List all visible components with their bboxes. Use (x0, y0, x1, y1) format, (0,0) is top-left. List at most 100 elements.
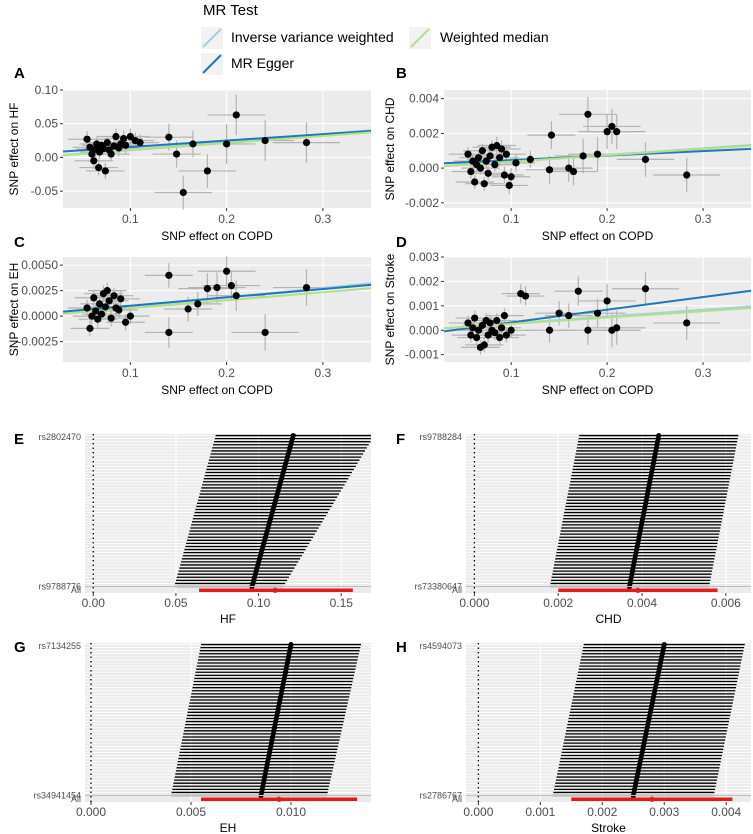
y-axis-title: SNP effect on Stroke (383, 253, 397, 365)
data-point (476, 164, 485, 172)
x-axis-title: Stroke (591, 821, 626, 834)
y-tick-label: -0.002 (405, 196, 439, 210)
y-label-snp: rs4594073 (419, 641, 462, 651)
data-point (107, 150, 115, 158)
data-point (471, 178, 479, 186)
data-point (505, 181, 513, 190)
data-point (302, 138, 311, 147)
x-tick-label: 0.3 (695, 212, 712, 226)
data-point (126, 312, 134, 320)
data-point (261, 136, 269, 145)
data-point (184, 305, 192, 313)
x-axis-title: HF (220, 612, 236, 626)
x-tick-label: 0.1 (503, 212, 520, 226)
y-tick-label: 0.0025 (21, 284, 58, 298)
data-point (117, 295, 125, 303)
data-point (464, 319, 472, 327)
data-point (473, 333, 481, 342)
panel-label: C (14, 234, 25, 251)
x-tick-label: 0.1 (122, 212, 139, 226)
panel-d (441, 256, 752, 365)
panel-g (85, 641, 371, 805)
y-tick-label: 0.10 (35, 83, 59, 97)
data-point (593, 150, 602, 158)
x-tick-label: 0.2 (599, 212, 616, 226)
y-tick-label: 0.001 (409, 299, 439, 313)
data-point (261, 328, 269, 337)
data-point (94, 315, 102, 323)
y-label-snp: rs9788284 (419, 432, 462, 442)
y-tick-label: -0.05 (31, 184, 59, 198)
plot-background (466, 434, 751, 593)
y-tick-label: 0.003 (409, 250, 439, 264)
plot-background (85, 643, 371, 802)
data-point (103, 138, 111, 147)
x-tick-label: 0.006 (711, 596, 741, 610)
data-point (165, 133, 173, 141)
regression-line (443, 307, 752, 330)
data-point (482, 157, 490, 165)
x-tick-label: 0.001 (525, 805, 555, 819)
y-tick-label: 0.05 (35, 117, 59, 131)
data-point (500, 171, 509, 179)
data-point (500, 312, 509, 320)
x-axis-title: EH (220, 821, 237, 834)
data-point (480, 341, 488, 349)
x-tick-label: 0.3 (315, 366, 332, 380)
y-label-snp: rs7134255 (38, 641, 81, 651)
x-tick-label: 0.1 (122, 366, 139, 380)
data-point (683, 171, 691, 179)
data-point (497, 324, 506, 332)
data-point (478, 147, 486, 155)
data-point (484, 331, 492, 339)
data-point (105, 297, 113, 305)
data-point (584, 110, 592, 118)
overall-estimate-point (276, 796, 282, 802)
y-label-snp: rs73380647 (414, 582, 462, 592)
y-tick-label: 0.002 (409, 274, 439, 288)
data-point (86, 143, 94, 151)
x-tick-label: 0.010 (276, 805, 306, 819)
data-point (95, 300, 104, 308)
x-axis-title: CHD (596, 612, 622, 626)
legend-title: MR Test (203, 2, 259, 19)
data-point (603, 128, 611, 136)
data-point (545, 326, 554, 334)
data-point (493, 316, 501, 325)
data-point (99, 145, 108, 153)
overall-estimate-point (635, 587, 641, 593)
data-point (90, 157, 98, 165)
y-label-snp: rs34941454 (33, 791, 81, 801)
data-point (496, 154, 504, 162)
y-tick-label: 0.0050 (21, 258, 58, 272)
x-tick-label: 0.002 (543, 596, 573, 610)
data-point (103, 287, 111, 295)
data-point (112, 132, 120, 141)
data-point (474, 326, 483, 334)
y-tick-label: 0.004 (409, 92, 439, 106)
x-tick-label: 0.10 (247, 596, 271, 610)
data-point (574, 287, 582, 295)
panel-f (466, 432, 751, 596)
y-label-all: All (452, 794, 462, 804)
data-point (213, 283, 221, 292)
regression-line (62, 131, 372, 157)
overall-estimate-point (272, 587, 278, 593)
data-point (507, 173, 515, 181)
data-point (227, 281, 236, 290)
data-point (491, 161, 499, 169)
data-point (683, 319, 691, 327)
panel-label: A (14, 65, 25, 82)
x-axis-title: SNP effect on COPD (542, 383, 654, 397)
data-point (613, 324, 621, 332)
data-point (502, 331, 510, 339)
x-tick-label: 0.3 (315, 212, 332, 226)
data-point (232, 111, 240, 119)
panel-label: F (396, 431, 405, 448)
x-tick-label: 0.3 (695, 366, 712, 380)
y-label-snp: rs2802470 (38, 432, 81, 442)
data-point (507, 326, 515, 334)
data-point (526, 155, 534, 164)
x-tick-label: 0.004 (711, 805, 741, 819)
